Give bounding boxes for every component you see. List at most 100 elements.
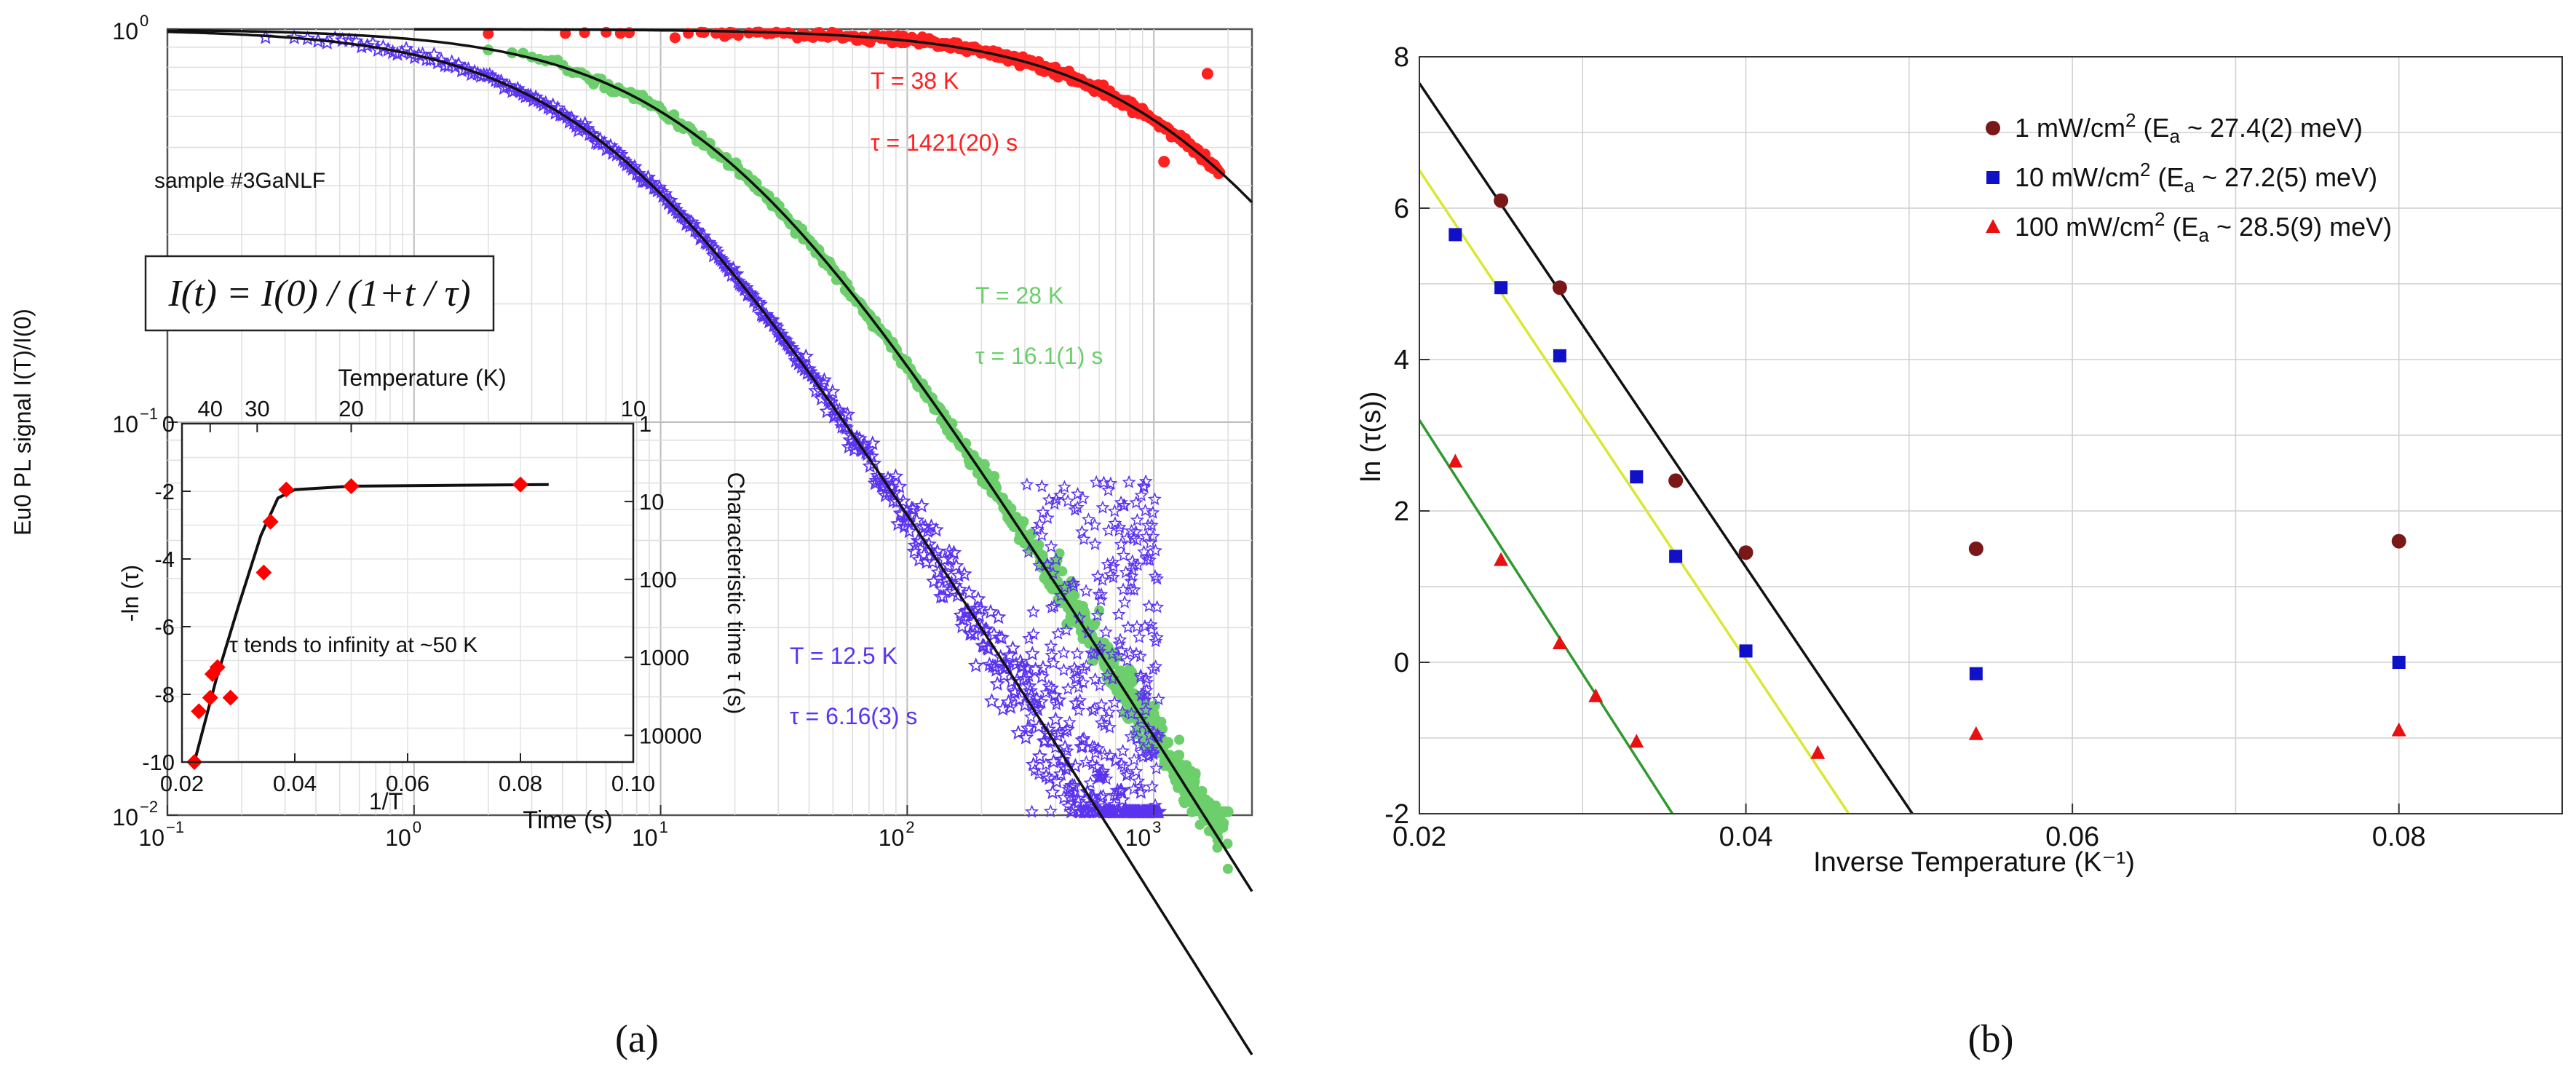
data-point [1051, 626, 1065, 640]
data-point [1070, 670, 1085, 684]
data-point [970, 590, 986, 606]
data-point [1095, 500, 1110, 514]
data-point [1071, 703, 1086, 717]
data-point [1139, 529, 1154, 543]
data-point [1125, 523, 1138, 537]
x-tick-exponent: −1 [166, 818, 184, 836]
data-point [1130, 619, 1144, 633]
data-point [483, 28, 494, 39]
inset-right-tick-label: 1 [639, 411, 651, 437]
panel-b-plot-frame [1419, 56, 2563, 814]
data-point [1053, 488, 1067, 501]
data-point [1114, 537, 1128, 551]
data-point [1222, 863, 1233, 874]
data-point [1098, 624, 1113, 638]
data-point [1047, 496, 1062, 510]
inset-top-tick-label: 10 [621, 396, 646, 421]
data-point [1739, 644, 1753, 658]
data-point [1056, 662, 1071, 676]
inset-data-layer [186, 476, 549, 770]
data-point [1036, 505, 1050, 519]
data-point [1048, 740, 1063, 754]
data-point [907, 537, 924, 552]
data-point [1060, 744, 1074, 757]
data-point [1162, 750, 1173, 761]
data-point [978, 459, 990, 470]
data-point [1081, 512, 1095, 525]
inset-right-tick-label: 1000 [639, 645, 689, 670]
data-point [1077, 731, 1091, 745]
inset-y-tick-label: -6 [154, 614, 175, 640]
legend-marker [1986, 121, 2000, 135]
data-point [1114, 782, 1129, 796]
y-tick-label: 10 [112, 18, 138, 44]
data-point [914, 497, 930, 513]
data-point [1083, 775, 1098, 789]
data-point [1067, 758, 1084, 773]
data-point [983, 692, 1000, 708]
data-point [1116, 743, 1130, 757]
series-38k-tau-label: τ = 1421(20) s [871, 130, 1018, 156]
data-point [1210, 800, 1221, 811]
x-tick-exponent: 2 [905, 818, 914, 836]
data-point [1088, 672, 1103, 686]
data-point [1134, 745, 1149, 759]
inset-right-axis-label: Characteristic time τ (s) [723, 472, 749, 715]
data-point [1076, 662, 1090, 675]
data-point [2391, 534, 2406, 549]
data-point [712, 250, 729, 266]
data-point [1120, 667, 1131, 678]
inset-x-axis-label: 1/T [369, 788, 403, 814]
data-point [967, 657, 984, 673]
data-point [1173, 781, 1184, 792]
x-tick-exponent: 0 [413, 818, 421, 836]
data-point [1222, 806, 1234, 817]
data-point [1044, 539, 1058, 553]
data-point [1630, 470, 1644, 484]
data-point [777, 332, 794, 348]
data-point [1085, 757, 1100, 771]
panel-b-axis-ticks: 0.02 0.04 0.06 0.08 -2 0 2 4 6 8 [1384, 42, 2425, 852]
data-point [946, 544, 962, 560]
data-point [1115, 705, 1130, 718]
data-point [1124, 707, 1138, 720]
data-point [1007, 684, 1023, 700]
data-point [955, 611, 972, 627]
data-point [1180, 768, 1191, 779]
data-point [1136, 686, 1150, 699]
data-point [1149, 659, 1163, 673]
data-point [1144, 617, 1158, 631]
data-point [926, 573, 942, 589]
data-point [1022, 683, 1039, 698]
data-point [1030, 522, 1045, 536]
data-point [299, 30, 316, 46]
data-point [1127, 782, 1141, 796]
data-point [1023, 710, 1038, 723]
data-point [1133, 668, 1148, 682]
data-point [1552, 280, 1567, 295]
data-point [1044, 638, 1058, 652]
data-point [1103, 567, 1117, 581]
data-point [1117, 498, 1131, 512]
data-point [836, 419, 853, 434]
inset-fit-curve [193, 483, 549, 763]
data-point [1045, 648, 1059, 662]
inset-annotation: τ tends to infinity at ~50 K [229, 633, 477, 657]
data-point [1041, 770, 1058, 785]
data-point [1133, 670, 1148, 683]
x-tick-label: 10 [138, 825, 165, 851]
inset-y-tick-label: 0 [162, 411, 175, 437]
data-point [1043, 804, 1058, 817]
data-point [1066, 576, 1080, 590]
data-point [1088, 536, 1102, 550]
inset-y-tick-label: -4 [154, 547, 175, 572]
data-point [949, 587, 966, 603]
data-point [1117, 548, 1131, 562]
data-point [1022, 631, 1037, 645]
data-point [1146, 745, 1160, 759]
fit-line [1419, 419, 1674, 814]
y-tick-exponent: −1 [140, 405, 158, 423]
data-point [994, 630, 1010, 645]
data-point [1070, 500, 1085, 514]
data-point [1055, 752, 1071, 767]
